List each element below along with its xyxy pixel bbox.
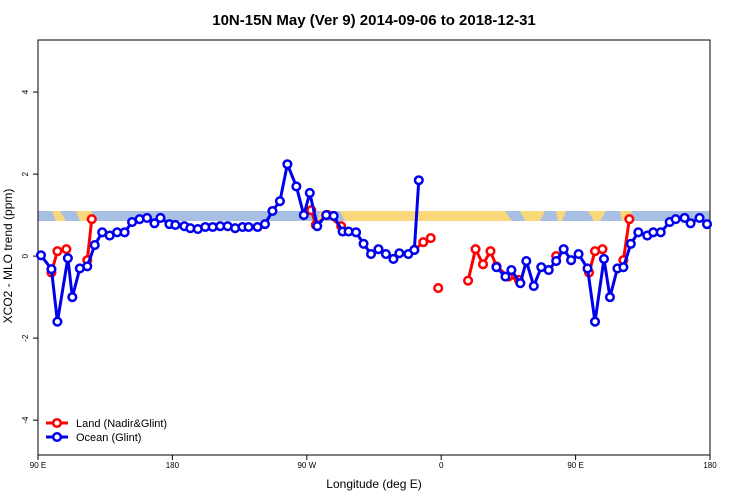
land-patch <box>340 211 512 221</box>
point <box>597 244 608 255</box>
land-patch <box>588 211 606 221</box>
point <box>46 264 57 275</box>
point <box>304 187 315 199</box>
y-tick-label: 0 <box>21 253 30 258</box>
point <box>259 219 271 230</box>
point <box>589 316 601 327</box>
point <box>86 214 97 225</box>
point <box>679 212 690 224</box>
point <box>655 227 666 238</box>
point <box>418 237 429 248</box>
point <box>670 214 681 225</box>
point <box>52 316 63 327</box>
legend-marker <box>51 417 63 429</box>
point <box>701 219 713 230</box>
point <box>282 159 293 170</box>
point <box>582 263 593 274</box>
land-patch <box>556 211 566 221</box>
point <box>52 246 63 257</box>
legend-label: Land (Nadir&Glint) <box>76 418 167 430</box>
point <box>477 259 489 270</box>
plot-frame <box>37 39 711 456</box>
point <box>89 239 100 251</box>
x-tick-label: 90 E <box>30 461 46 470</box>
point <box>149 218 160 229</box>
point <box>328 210 339 221</box>
point <box>625 238 636 249</box>
point <box>500 271 511 282</box>
point <box>388 253 399 265</box>
point <box>551 255 562 267</box>
point <box>506 265 517 276</box>
y-axis-label: XCO2 - MLO trend (ppm) <box>1 189 15 324</box>
x-tick-label: 90 W <box>297 461 316 470</box>
point <box>618 262 629 273</box>
point <box>243 221 254 233</box>
y-tick-label: 4 <box>21 89 30 94</box>
point <box>413 175 424 186</box>
x-axis-label: Longitude (deg E) <box>326 477 421 491</box>
point <box>633 227 644 238</box>
point <box>485 246 496 257</box>
point <box>558 244 569 255</box>
x-tick-label: 0 <box>439 461 444 470</box>
legend-label: Ocean (Glint) <box>76 432 141 444</box>
point <box>62 253 73 264</box>
y-tick-label: 2 <box>21 171 30 176</box>
point <box>470 244 481 255</box>
point <box>521 255 532 267</box>
x-tick-label: 180 <box>166 461 180 470</box>
point <box>365 249 377 260</box>
point <box>155 212 166 224</box>
point <box>312 221 323 232</box>
point <box>358 238 369 249</box>
legend-marker <box>51 431 63 443</box>
x-tick-label: 180 <box>703 461 717 470</box>
point <box>543 265 554 276</box>
point <box>298 210 309 221</box>
point <box>82 261 93 272</box>
point <box>566 255 577 266</box>
point <box>598 253 610 265</box>
y-tick-label: -2 <box>21 334 30 342</box>
point <box>394 248 405 259</box>
point <box>515 278 526 289</box>
point <box>35 250 47 261</box>
point <box>274 196 285 207</box>
point <box>433 283 444 294</box>
point <box>409 244 420 256</box>
point <box>624 214 635 225</box>
land-patch <box>520 211 545 221</box>
point <box>351 227 362 238</box>
y-tick-label: -4 <box>21 416 30 424</box>
point <box>373 244 384 255</box>
point <box>61 244 72 255</box>
x-tick-label: 90 E <box>567 461 583 470</box>
point <box>380 249 391 260</box>
point <box>170 219 181 230</box>
chart-title: 10N-15N May (Ver 9) 2014-09-06 to 2018-1… <box>212 12 536 29</box>
point <box>694 212 705 224</box>
point <box>463 275 474 286</box>
point <box>528 280 539 292</box>
point <box>267 205 278 217</box>
point <box>119 227 130 238</box>
point <box>141 212 153 224</box>
point <box>604 292 615 303</box>
point <box>425 233 436 244</box>
point <box>573 249 584 260</box>
point <box>685 218 696 229</box>
point <box>491 262 502 273</box>
point <box>291 181 302 192</box>
point <box>67 292 78 303</box>
land-patch <box>52 211 66 221</box>
